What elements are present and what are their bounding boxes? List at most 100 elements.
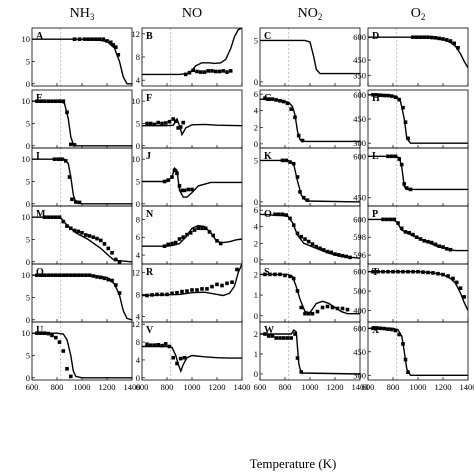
data-point <box>57 273 62 277</box>
x-tick-label: 1400 <box>460 382 474 392</box>
data-point <box>320 305 325 310</box>
data-point <box>325 304 330 309</box>
data-point <box>87 273 92 277</box>
panel-label: E <box>36 93 43 104</box>
data-point <box>145 293 149 298</box>
y-tick-label: 4 <box>136 250 141 260</box>
model-line <box>142 264 242 297</box>
data-point <box>401 269 405 274</box>
data-point <box>295 289 300 293</box>
y-tick-label: 4 <box>136 355 141 365</box>
data-point <box>65 110 69 115</box>
model-line <box>142 345 242 374</box>
data-point <box>105 39 109 43</box>
data-point <box>65 273 69 277</box>
column-title-1: NH3 <box>70 6 95 22</box>
x-axis-label: Temperature (K) <box>250 456 337 471</box>
data-point <box>418 237 423 241</box>
data-point <box>160 343 164 348</box>
data-point <box>183 72 188 77</box>
y-tick-label: 450 <box>353 347 366 357</box>
model-line <box>260 213 360 259</box>
data-point <box>162 244 167 248</box>
data-point <box>46 99 51 103</box>
panel-label: T <box>372 267 379 278</box>
data-point <box>190 187 194 192</box>
data-point <box>411 232 415 237</box>
data-point <box>175 290 179 295</box>
panel-frame <box>367 205 469 265</box>
data-point <box>148 343 153 347</box>
panel-frame <box>31 321 133 381</box>
data-point <box>165 292 169 297</box>
data-point <box>263 96 267 101</box>
data-point <box>228 69 233 73</box>
data-point <box>235 267 239 272</box>
data-point <box>54 273 58 277</box>
data-point <box>215 282 219 287</box>
data-point <box>421 270 425 274</box>
panel-label: U <box>36 325 43 336</box>
panel-label: N <box>146 209 154 220</box>
data-point <box>109 40 113 45</box>
panel-I: 0 5 10 I <box>22 147 133 209</box>
data-point <box>273 212 277 217</box>
panel-label: G <box>264 93 272 104</box>
data-point <box>101 37 106 41</box>
column-title-subscript: 3 <box>90 12 95 22</box>
data-point <box>114 283 118 287</box>
data-point <box>225 70 229 74</box>
y-tick-label: 600 <box>353 90 366 100</box>
panel-label: L <box>372 151 379 162</box>
y-tick-label: 4 <box>254 222 259 232</box>
panel-label: O <box>264 209 272 220</box>
data-point <box>291 276 296 281</box>
data-point <box>72 228 77 233</box>
panel-label: F <box>146 93 152 104</box>
data-point <box>56 157 61 161</box>
data-point <box>46 215 51 219</box>
y-tick-label: 10 <box>22 34 31 44</box>
data-point <box>300 138 305 143</box>
data-point <box>289 107 293 111</box>
panel-label: J <box>146 151 151 162</box>
x-tick-label: 1200 <box>435 382 452 392</box>
data-point <box>152 122 157 127</box>
x-tick-label: 800 <box>387 382 400 392</box>
data-point <box>382 326 386 331</box>
panel-frame <box>31 89 133 149</box>
y-tick-label: 0 <box>136 199 140 209</box>
panel-frame <box>141 205 243 265</box>
panel-label: I <box>36 151 40 162</box>
data-point <box>150 293 154 297</box>
data-point <box>155 292 159 297</box>
y-tick-label: 0 <box>254 77 258 87</box>
data-point <box>205 287 209 291</box>
data-point <box>175 361 179 366</box>
panel-L: 450 600 L <box>353 147 469 207</box>
data-point <box>196 226 200 231</box>
data-point <box>42 273 47 277</box>
data-point <box>344 254 348 259</box>
data-point <box>384 217 389 222</box>
data-point <box>74 200 78 204</box>
data-point <box>281 336 286 340</box>
x-tick-label: 1200 <box>99 382 116 392</box>
data-point <box>397 157 401 161</box>
y-tick-label: 600 <box>353 214 366 224</box>
data-point <box>61 349 66 353</box>
panel-E: 0 5 10 E <box>22 89 133 151</box>
data-point <box>72 143 77 147</box>
data-point <box>162 179 167 184</box>
data-point <box>200 226 204 231</box>
data-point <box>54 99 58 103</box>
data-point <box>404 186 409 190</box>
data-point <box>182 355 187 360</box>
data-point <box>80 273 84 277</box>
data-point <box>285 336 290 340</box>
data-point <box>411 269 415 274</box>
data-point <box>190 288 194 292</box>
data-point <box>378 326 383 331</box>
data-point <box>181 120 185 125</box>
data-point <box>206 69 210 73</box>
